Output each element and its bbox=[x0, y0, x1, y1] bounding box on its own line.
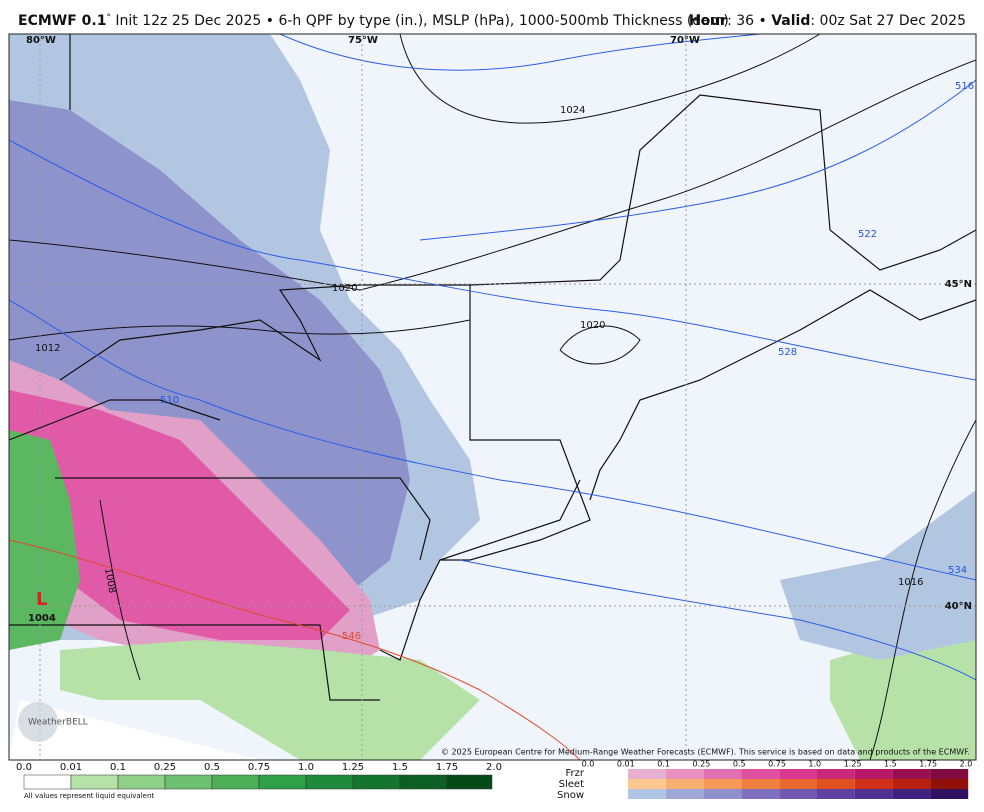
mix-heavy bbox=[9, 390, 350, 640]
type-swatch bbox=[817, 769, 855, 779]
scale-label: 1.5 bbox=[884, 760, 897, 769]
rain bbox=[9, 430, 80, 650]
header-right: Hour: 36 • Valid: 00z Sat 27 Dec 2025 bbox=[689, 13, 966, 29]
type-label: Frzr bbox=[566, 768, 585, 779]
model: ECMWF 0.1 bbox=[18, 13, 106, 29]
isobars bbox=[9, 34, 976, 760]
lon-label: 70°W bbox=[670, 35, 700, 46]
type-swatch bbox=[854, 789, 893, 799]
type-swatch bbox=[892, 779, 931, 789]
hour-value: : 36 • bbox=[727, 13, 771, 29]
low-symbol: L bbox=[36, 589, 47, 610]
valid-label: Valid bbox=[771, 13, 810, 29]
scale-label: 2.0 bbox=[486, 762, 502, 773]
thickness-label: 546 bbox=[342, 631, 361, 642]
scale-label: 0.0 bbox=[16, 762, 32, 773]
legend-note: All values represent liquid equivalent bbox=[24, 792, 154, 800]
map-frame bbox=[8, 33, 977, 761]
hour-label: Hour bbox=[689, 13, 727, 29]
type-swatch bbox=[628, 769, 666, 779]
scale-label: 0.01 bbox=[617, 760, 635, 769]
scale-label: 0.1 bbox=[110, 762, 126, 773]
description: Init 12z 25 Dec 2025 • 6-h QPF by type (… bbox=[111, 13, 729, 29]
header-left: ECMWF 0.1° Init 12z 25 Dec 2025 • 6-h QP… bbox=[18, 13, 729, 30]
type-swatch bbox=[854, 779, 893, 789]
snow-offshore bbox=[780, 490, 976, 660]
type-swatch bbox=[854, 769, 893, 779]
lon-label: 80°W bbox=[26, 35, 56, 46]
type-swatch bbox=[817, 789, 855, 799]
scale-label: 1.75 bbox=[919, 760, 937, 769]
thickness-lines bbox=[9, 34, 976, 681]
type-swatch bbox=[741, 789, 780, 799]
type-swatch bbox=[703, 779, 742, 789]
scale-label: 2.0 bbox=[960, 760, 973, 769]
type-swatch bbox=[628, 789, 666, 799]
degree: ° bbox=[106, 13, 111, 23]
type-swatch bbox=[665, 769, 704, 779]
scale-label: 0.1 bbox=[657, 760, 670, 769]
rain-light bbox=[60, 640, 480, 760]
type-swatch bbox=[741, 769, 780, 779]
isobar-label: 1016 bbox=[898, 577, 923, 588]
graticule bbox=[9, 34, 976, 760]
scale-label: 0.25 bbox=[692, 760, 710, 769]
low-pressure: 1004 bbox=[28, 613, 56, 624]
scale-label: 0.5 bbox=[733, 760, 746, 769]
isobar-label: 1008 bbox=[102, 567, 117, 594]
type-swatch bbox=[817, 779, 855, 789]
thickness-label: 522 bbox=[858, 229, 877, 240]
logo-globe bbox=[18, 702, 58, 742]
type-swatch bbox=[703, 789, 742, 799]
rain-legend: 0.0 0.01 0.1 0.25 0.5 0.75 1.0 1.25 1.5 1.75 2.0 A… bbox=[16, 762, 502, 800]
valid-value: : 00z Sat 27 Dec 2025 bbox=[810, 13, 966, 29]
thickness-label: 528 bbox=[778, 347, 797, 358]
scale-label: 0.5 bbox=[204, 762, 220, 773]
type-swatch bbox=[930, 769, 969, 779]
type-swatch bbox=[892, 789, 931, 799]
type-swatch bbox=[628, 779, 666, 789]
type-legend: Frzr Sleet Snow 0.0 0.01 0.1 0.25 0.5 0.75 1.0… bbox=[557, 760, 972, 802]
scale-label: 0.75 bbox=[768, 760, 786, 769]
type-swatch bbox=[703, 769, 742, 779]
scale-label: 1.0 bbox=[808, 760, 821, 769]
dry-area bbox=[9, 700, 260, 760]
scale-label: 0.01 bbox=[60, 762, 82, 773]
type-swatch bbox=[665, 789, 704, 799]
type-swatch bbox=[930, 789, 969, 799]
type-swatch bbox=[892, 769, 931, 779]
type-swatch bbox=[930, 779, 969, 789]
isobar-label: 1024 bbox=[560, 105, 585, 116]
coastlines bbox=[9, 34, 976, 701]
isobar-label: 1012 bbox=[35, 343, 60, 354]
scale-label: 1.25 bbox=[844, 760, 862, 769]
thickness-546-line bbox=[9, 539, 581, 760]
map: 80°W 75°W 70°W 45°N 40°N 1024 1020 1020 … bbox=[8, 33, 977, 761]
thickness-label: 510 bbox=[160, 395, 179, 406]
lat-label: 40°N bbox=[945, 601, 972, 612]
scale-label: 1.25 bbox=[342, 762, 364, 773]
type-swatch bbox=[779, 789, 817, 799]
scale-label: 1.75 bbox=[436, 762, 458, 773]
scale-label: 0.0 bbox=[582, 760, 595, 769]
lon-label: 75°W bbox=[348, 35, 378, 46]
type-swatch bbox=[741, 779, 780, 789]
type-label: Sleet bbox=[559, 779, 584, 790]
scale-label: 1.0 bbox=[298, 762, 314, 773]
logo: WeatherBELL bbox=[28, 718, 88, 728]
thickness-label: 516 bbox=[955, 81, 974, 92]
type-swatch bbox=[779, 769, 817, 779]
copyright: © 2025 European Centre for Medium-Range … bbox=[441, 748, 970, 757]
type-label: Snow bbox=[557, 790, 584, 801]
type-swatch bbox=[779, 779, 817, 789]
isobar-label: 1020 bbox=[332, 283, 357, 294]
scale-label: 0.25 bbox=[154, 762, 176, 773]
type-swatch bbox=[665, 779, 704, 789]
thickness-label: 534 bbox=[948, 565, 967, 576]
isobar-label: 1020 bbox=[580, 320, 605, 331]
lat-label: 45°N bbox=[945, 279, 972, 290]
scale-label: 1.5 bbox=[392, 762, 408, 773]
scale-label: 0.75 bbox=[248, 762, 270, 773]
